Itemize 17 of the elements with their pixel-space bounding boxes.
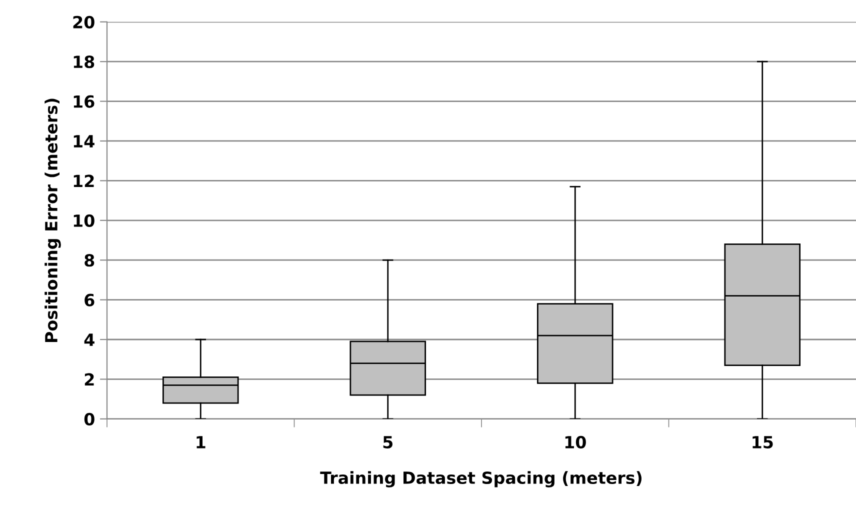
y-tick-label: 16 xyxy=(74,95,94,108)
x-tick-label: 10 xyxy=(565,436,586,448)
y-tick-label: 6 xyxy=(84,294,94,306)
y-axis-title: Positioning Error (meters) xyxy=(44,98,61,342)
x-tick-label: 5 xyxy=(383,436,393,448)
x-tick-label: 15 xyxy=(752,436,773,448)
y-tick-label: 20 xyxy=(73,16,94,28)
y-tick-label: 8 xyxy=(84,254,94,267)
x-tick-label: 1 xyxy=(196,436,206,448)
y-tick-label: 18 xyxy=(74,56,94,68)
y-tick-label: 14 xyxy=(74,135,94,148)
y-tick-label: 0 xyxy=(84,412,94,426)
x-axis-title: Training Dataset Spacing (meters) xyxy=(320,471,642,488)
y-tick-label: 12 xyxy=(74,174,94,188)
y-tick-label: 10 xyxy=(74,214,94,227)
y-tick-label: 4 xyxy=(84,334,94,346)
y-tick-label: 2 xyxy=(84,373,94,386)
